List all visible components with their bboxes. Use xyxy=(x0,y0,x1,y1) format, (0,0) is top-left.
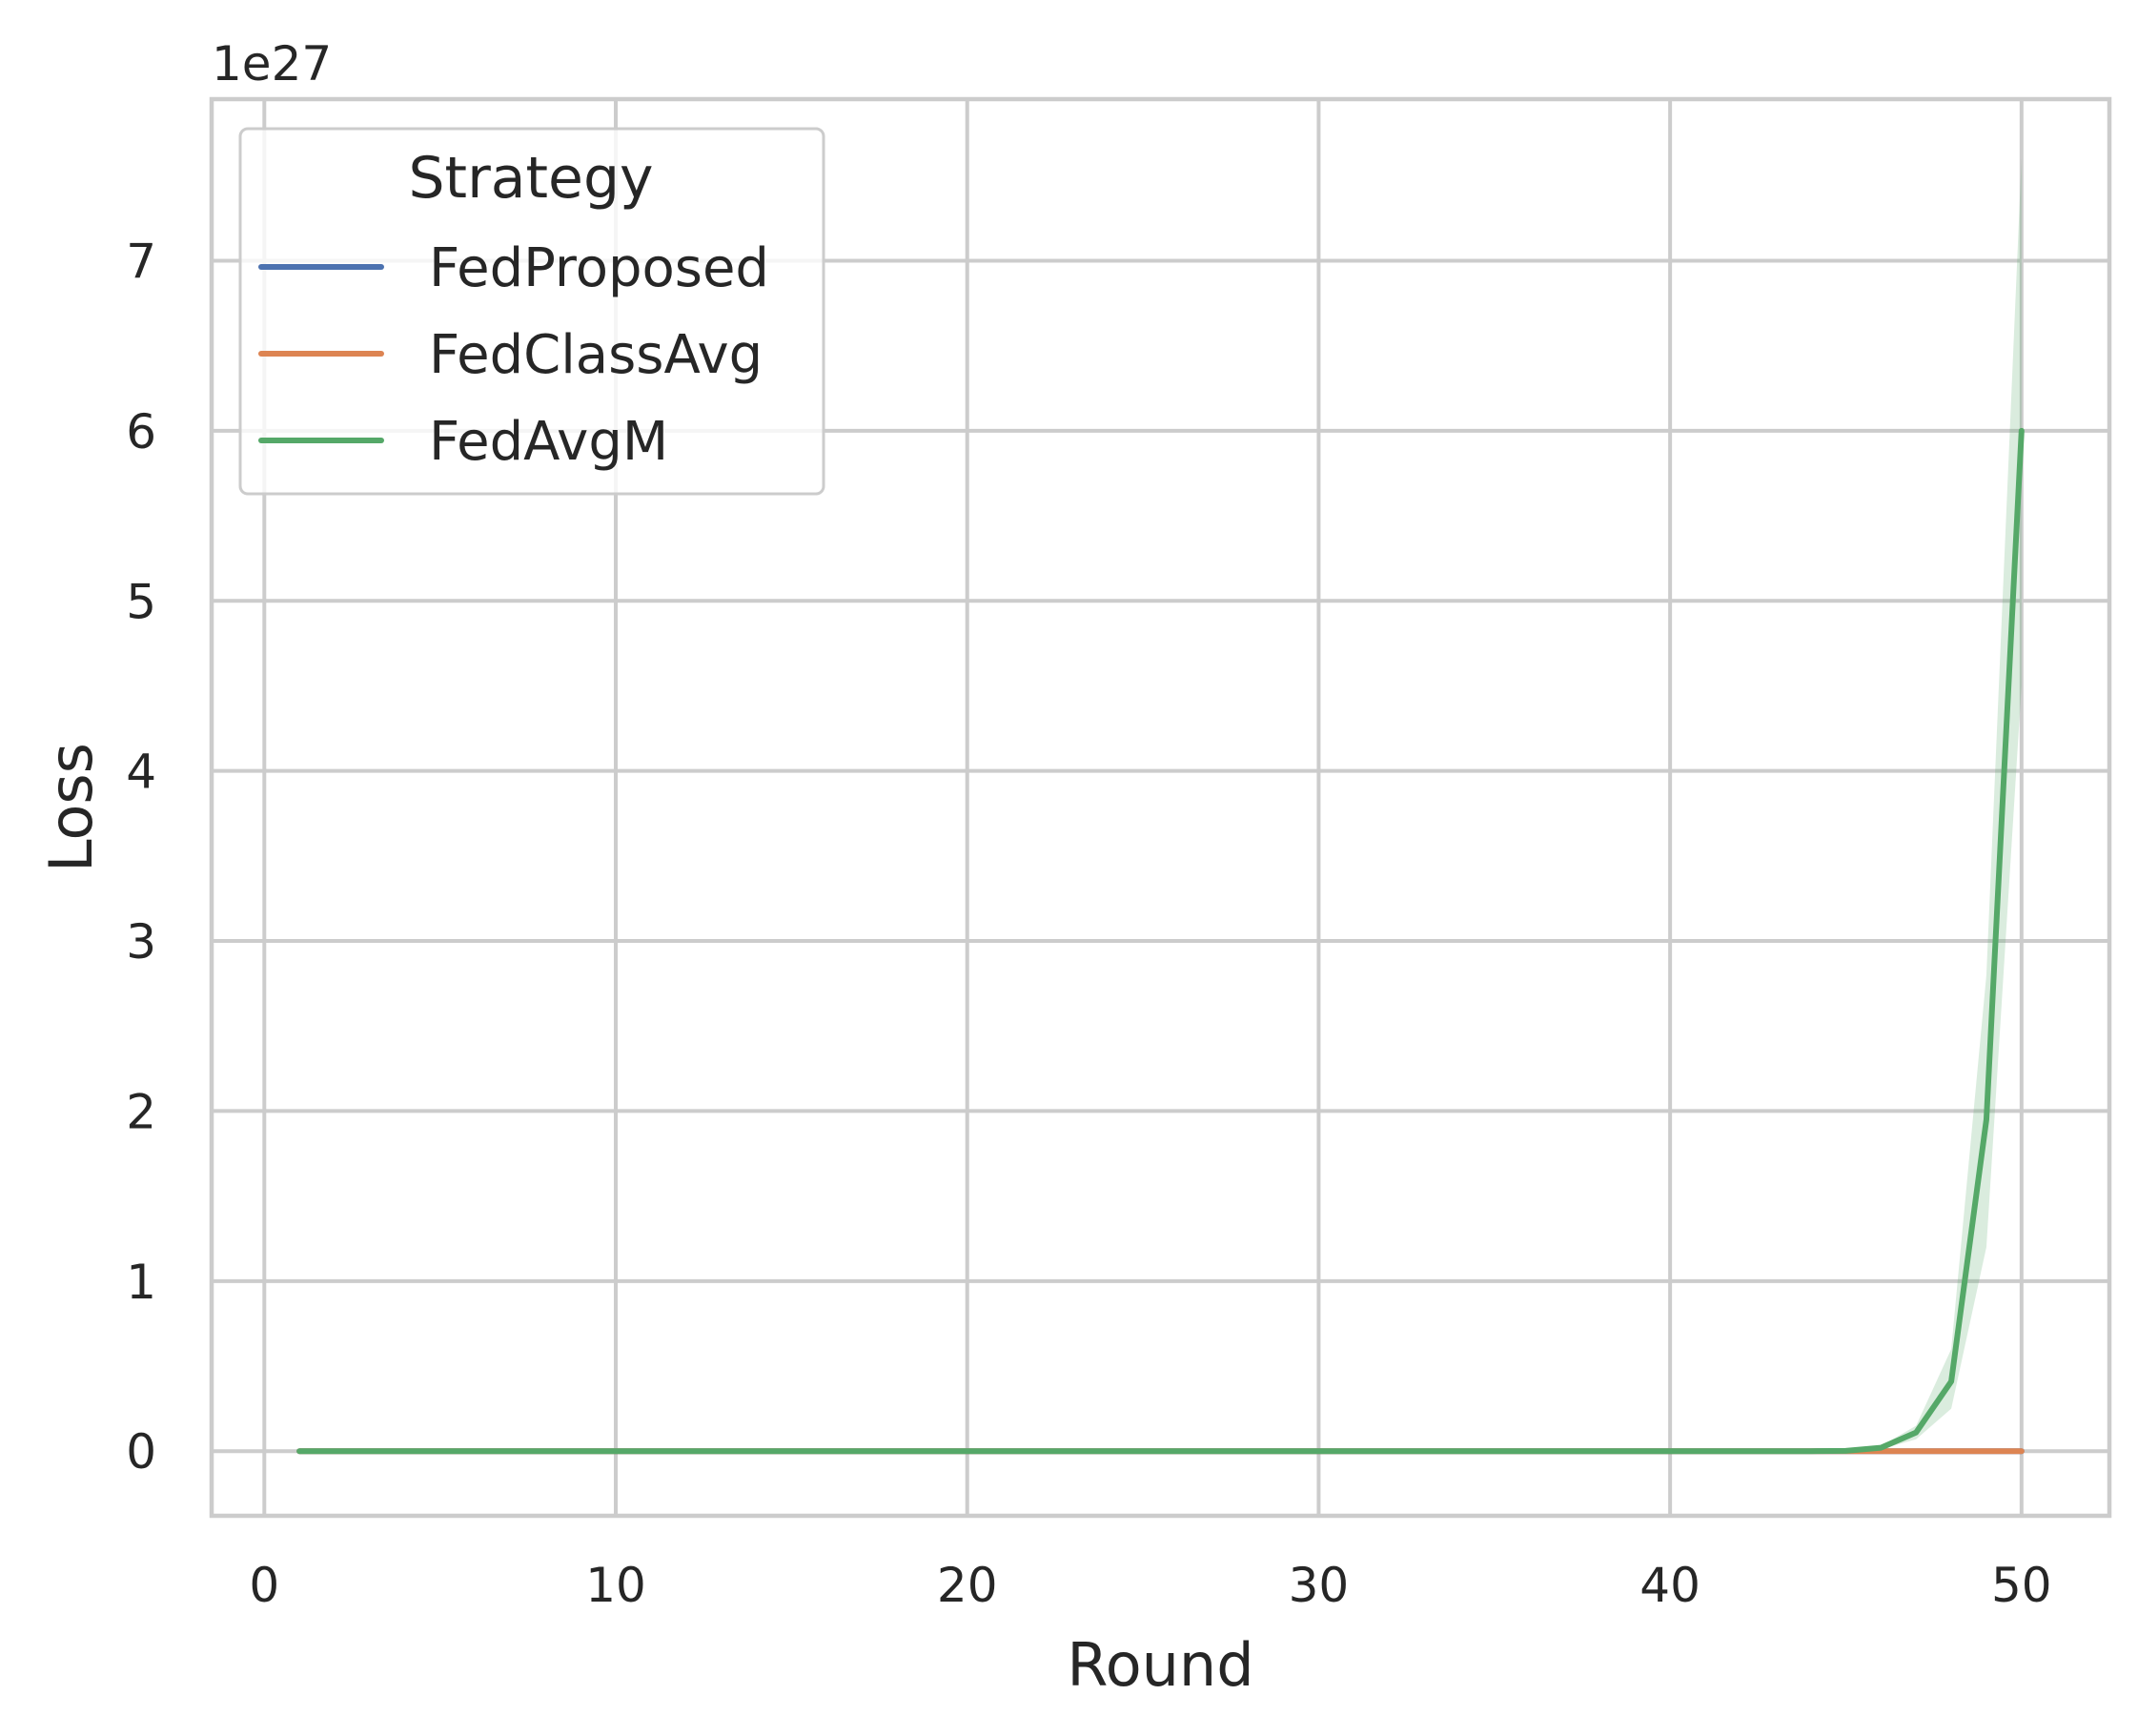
y-tick-label: 7 xyxy=(126,234,156,289)
x-axis-label: Round xyxy=(1067,1630,1253,1700)
plot-frame xyxy=(209,96,2112,1519)
series-line-fedavgm xyxy=(296,427,2025,1455)
y-axis-offset-label: 1e27 xyxy=(212,36,332,92)
x-tick-label: 40 xyxy=(1639,1558,1700,1613)
x-tick-label: 10 xyxy=(585,1558,646,1613)
y-tick-label: 2 xyxy=(126,1084,156,1139)
legend: Strategy FedProposed FedClassAvg FedAvgM xyxy=(238,127,825,496)
x-tick-label: 0 xyxy=(249,1558,279,1613)
x-tick-label: 30 xyxy=(1289,1558,1350,1613)
grid xyxy=(212,99,2109,1516)
y-tick-label: 5 xyxy=(126,574,156,629)
y-tick-label: 1 xyxy=(126,1255,156,1310)
x-tick-label: 20 xyxy=(937,1558,998,1613)
y-tick-labels: 0 1 2 3 4 5 6 7 xyxy=(126,234,156,1480)
y-tick-label: 4 xyxy=(126,745,156,800)
legend-label-fedclassavg: FedClassAvg xyxy=(429,324,763,386)
y-axis-label: Loss xyxy=(36,743,106,872)
y-tick-label: 6 xyxy=(126,404,156,460)
x-tick-label: 50 xyxy=(1991,1558,2052,1613)
x-tick-labels: 0 10 20 30 40 50 xyxy=(249,1558,2051,1613)
series-lines xyxy=(296,427,2025,1455)
y-tick-label: 0 xyxy=(126,1424,156,1480)
y-tick-label: 3 xyxy=(126,914,156,970)
legend-box xyxy=(238,127,825,496)
legend-label-fedavgm: FedAvgM xyxy=(429,411,668,473)
legend-label-fedproposed: FedProposed xyxy=(429,237,769,299)
legend-title: Strategy xyxy=(408,145,653,212)
legend-items: FedProposed FedClassAvg FedAvgM xyxy=(258,237,769,473)
